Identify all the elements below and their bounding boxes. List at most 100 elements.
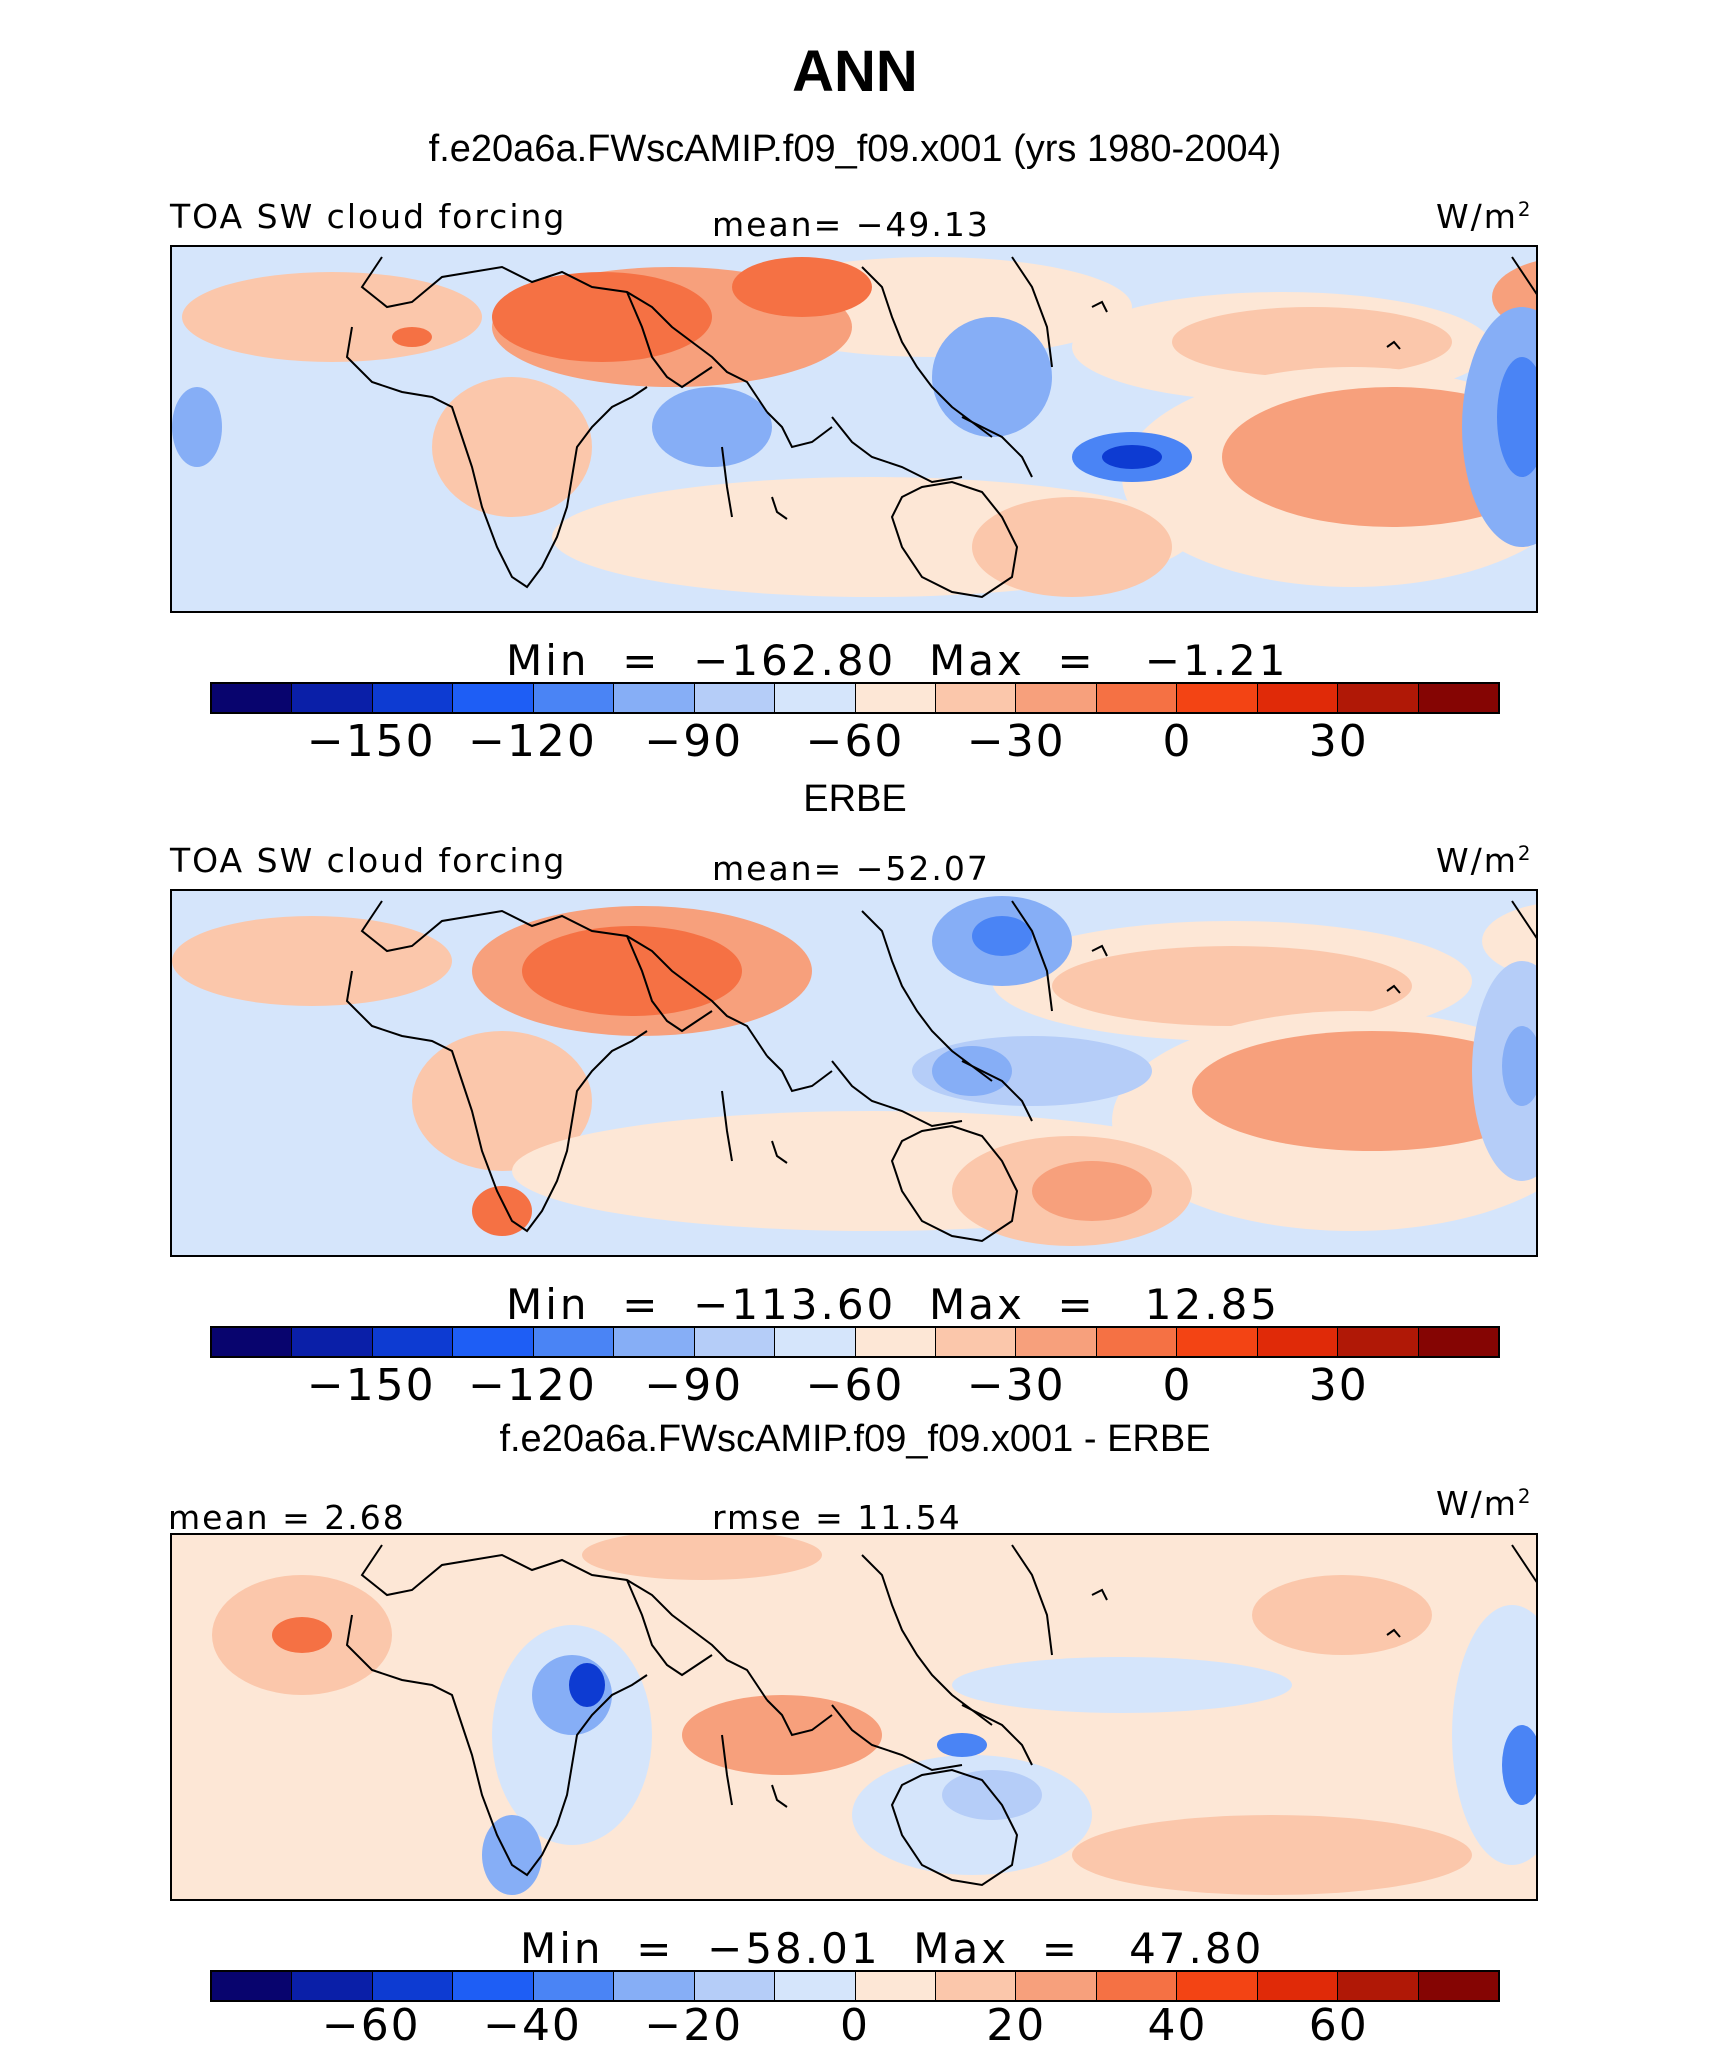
panel1-colorbar xyxy=(210,682,1500,714)
colorbar-tick-label: −150 xyxy=(306,716,436,767)
panel3-blob xyxy=(937,1733,987,1757)
panel1-blob xyxy=(492,272,712,362)
colorbar-swatch xyxy=(453,1328,534,1356)
colorbar-swatch xyxy=(212,1328,293,1356)
colorbar-swatch xyxy=(292,1972,373,2000)
colorbar-tick-label: 30 xyxy=(1308,716,1369,767)
colorbar-tick-label: −20 xyxy=(644,2000,744,2051)
panel2-blob xyxy=(972,916,1032,956)
panel1-max-value: −1.21 xyxy=(1144,636,1289,685)
colorbar-swatch xyxy=(1177,1328,1258,1356)
colorbar-swatch xyxy=(1338,1972,1419,2000)
panel1-units-base: W/m xyxy=(1436,197,1518,236)
colorbar-tick-label: −30 xyxy=(966,716,1066,767)
panel3-map-svg xyxy=(172,1535,1536,1899)
colorbar-tick-label: −150 xyxy=(306,1360,436,1411)
panel2-variable-label: TOA SW cloud forcing xyxy=(170,841,567,880)
panel3-blob xyxy=(272,1617,332,1653)
colorbar-tick-label: −120 xyxy=(468,716,597,767)
colorbar-swatch xyxy=(372,1972,454,2000)
colorbar-swatch xyxy=(775,1972,856,2000)
figure-title: ANN xyxy=(792,39,918,104)
panel3-blob xyxy=(482,1815,542,1895)
colorbar-swatch xyxy=(1338,1328,1419,1356)
colorbar-swatch xyxy=(614,1328,695,1356)
colorbar-swatch xyxy=(775,684,856,712)
colorbar-tick-label: 60 xyxy=(1308,2000,1369,2051)
panel1-units-exp: 2 xyxy=(1517,198,1533,221)
colorbar-tick-label: 30 xyxy=(1308,1360,1369,1411)
panel1-map-svg xyxy=(172,247,1536,611)
colorbar-tick-label: −120 xyxy=(468,1360,597,1411)
colorbar-swatch xyxy=(453,1972,534,2000)
panel2-units-base: W/m xyxy=(1436,841,1518,880)
colorbar-swatch xyxy=(292,1328,373,1356)
colorbar-swatch xyxy=(372,1328,454,1356)
panel1-blob xyxy=(392,327,432,347)
panel2-blob xyxy=(1502,1026,1536,1106)
panel3-blob xyxy=(582,1535,822,1580)
colorbar-tick-label: −30 xyxy=(966,1360,1066,1411)
panel3-colorbar-ticks: −60 −40 −20 0 20 40 60 xyxy=(210,2000,1500,2051)
colorbar-tick-label: 0 xyxy=(1162,716,1193,767)
colorbar-swatch xyxy=(1016,684,1097,712)
panel2-max-label: Max xyxy=(928,1280,1025,1329)
panel2-blob xyxy=(932,1046,1012,1096)
colorbar-swatch xyxy=(533,684,615,712)
panel2-blob xyxy=(1482,904,1536,978)
panel2-mean-label: mean= −52.07 xyxy=(712,849,990,888)
colorbar-swatch xyxy=(1418,684,1498,712)
panel3-max-label: Max xyxy=(913,1924,1010,1973)
panel1-mean-label: mean= −49.13 xyxy=(712,205,990,244)
colorbar-tick-label: 0 xyxy=(840,2000,870,2051)
panel1-blob xyxy=(1102,445,1162,469)
colorbar-swatch xyxy=(1418,1972,1498,2000)
panel1-variable-label: TOA SW cloud forcing xyxy=(170,197,567,236)
colorbar-tick-label: −40 xyxy=(483,2000,582,2051)
panel2-max-value: 12.85 xyxy=(1144,1280,1281,1329)
colorbar-swatch xyxy=(694,1972,776,2000)
panel1-blob xyxy=(1497,357,1536,477)
colorbar-swatch xyxy=(372,684,454,712)
panel2-min-value: −113.60 xyxy=(693,1280,897,1329)
panel1-minmax: Min = −162.80 Max = −1.21 xyxy=(506,636,1289,685)
model-subtitle: f.e20a6a.FWscAMIP.f09_f09.x001 (yrs 1980… xyxy=(428,128,1282,170)
panel3-mean-label: mean = 2.68 xyxy=(168,1498,406,1537)
panel3-blob xyxy=(682,1695,882,1775)
colorbar-swatch xyxy=(855,684,936,712)
panel3-units-label: W/m2 xyxy=(1436,1484,1533,1523)
colorbar-swatch xyxy=(1096,1972,1178,2000)
colorbar-swatch xyxy=(855,1972,936,2000)
panel1-min-value: −162.80 xyxy=(693,636,897,685)
panel3-units-base: W/m xyxy=(1436,1484,1518,1523)
colorbar-swatch xyxy=(1016,1328,1097,1356)
panel2-minmax: Min = −113.60 Max = 12.85 xyxy=(506,1280,1281,1329)
panel1-blob xyxy=(652,387,772,467)
panel2-blob xyxy=(172,916,452,1006)
colorbar-swatch xyxy=(1338,684,1419,712)
panel3-blob xyxy=(1072,1815,1472,1895)
panel1-blob xyxy=(1172,307,1452,377)
panel2-title: ERBE xyxy=(803,778,907,820)
panel2-blob xyxy=(1192,1031,1536,1151)
colorbar-swatch xyxy=(614,684,695,712)
panel2-colorbar-ticks: −150 −120 −90 −60 −30 0 30 xyxy=(210,1360,1500,1411)
panel3-blob xyxy=(569,1663,605,1707)
panel3-blob xyxy=(942,1770,1042,1820)
colorbar-swatch xyxy=(935,1972,1017,2000)
colorbar-swatch xyxy=(694,684,776,712)
panel1-blob xyxy=(1222,387,1536,527)
colorbar-swatch xyxy=(1257,1328,1339,1356)
colorbar-swatch xyxy=(1418,1328,1498,1356)
colorbar-swatch xyxy=(212,1972,293,2000)
colorbar-swatch xyxy=(533,1328,615,1356)
panel3-colorbar xyxy=(210,1970,1500,2002)
panel1-units-label: W/m2 xyxy=(1436,197,1533,236)
colorbar-tick-label: 40 xyxy=(1147,2000,1208,2051)
panel3-blob xyxy=(952,1657,1292,1713)
panel1-blob xyxy=(182,272,482,362)
panel3-min-label: Min xyxy=(520,1924,604,1973)
colorbar-swatch xyxy=(1016,1972,1097,2000)
panel3-rmse-label: rmse = 11.54 xyxy=(712,1498,962,1537)
panel3-min-value: −58.01 xyxy=(707,1924,881,1973)
